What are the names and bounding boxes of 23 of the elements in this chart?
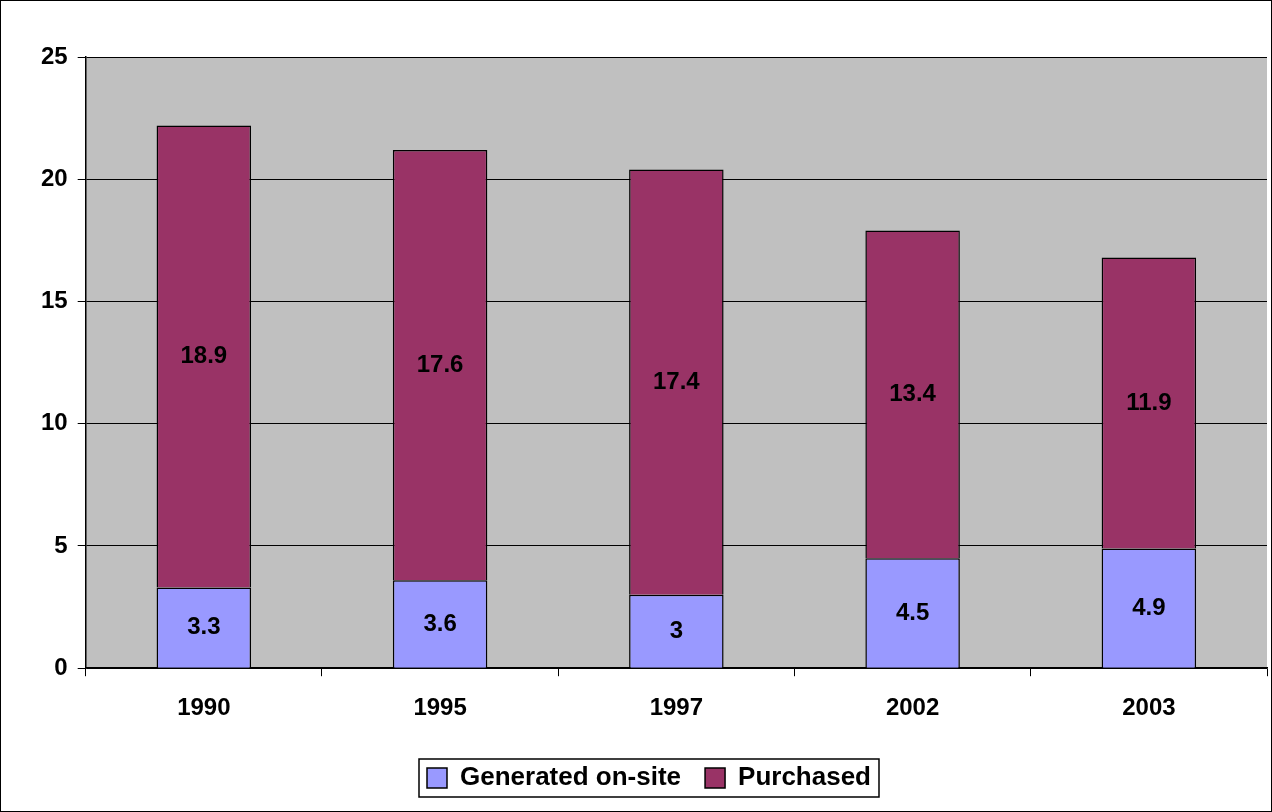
data-label: 17.4	[652, 366, 701, 394]
y-tick-label: 20	[40, 163, 68, 191]
data-label: 4.9	[1132, 592, 1166, 620]
data-label: 3	[669, 615, 684, 643]
data-label: 17.6	[416, 349, 464, 377]
x-tick-label: 2002	[885, 693, 940, 721]
x-tick-label: 1995	[413, 693, 467, 721]
data-label: 3.6	[423, 608, 457, 636]
data-label: 3.3	[187, 612, 221, 640]
y-tick-label: 15	[40, 286, 68, 314]
data-label: 13.4	[889, 379, 937, 407]
y-tick-label: 5	[54, 530, 68, 558]
legend-label: Purchased	[738, 761, 872, 792]
x-tick-label: 1997	[649, 693, 704, 721]
y-tick-label: 10	[40, 408, 68, 436]
y-tick-label: 0	[54, 652, 68, 680]
x-tick-label: 1990	[177, 693, 231, 721]
data-label: 18.9	[180, 341, 228, 369]
data-label: 4.5	[895, 597, 930, 625]
data-label: 11.9	[1126, 387, 1172, 415]
y-tick-label: 25	[40, 41, 68, 69]
legend-label: Generated on-site	[460, 761, 682, 792]
x-tick-label: 2003	[1122, 693, 1176, 721]
